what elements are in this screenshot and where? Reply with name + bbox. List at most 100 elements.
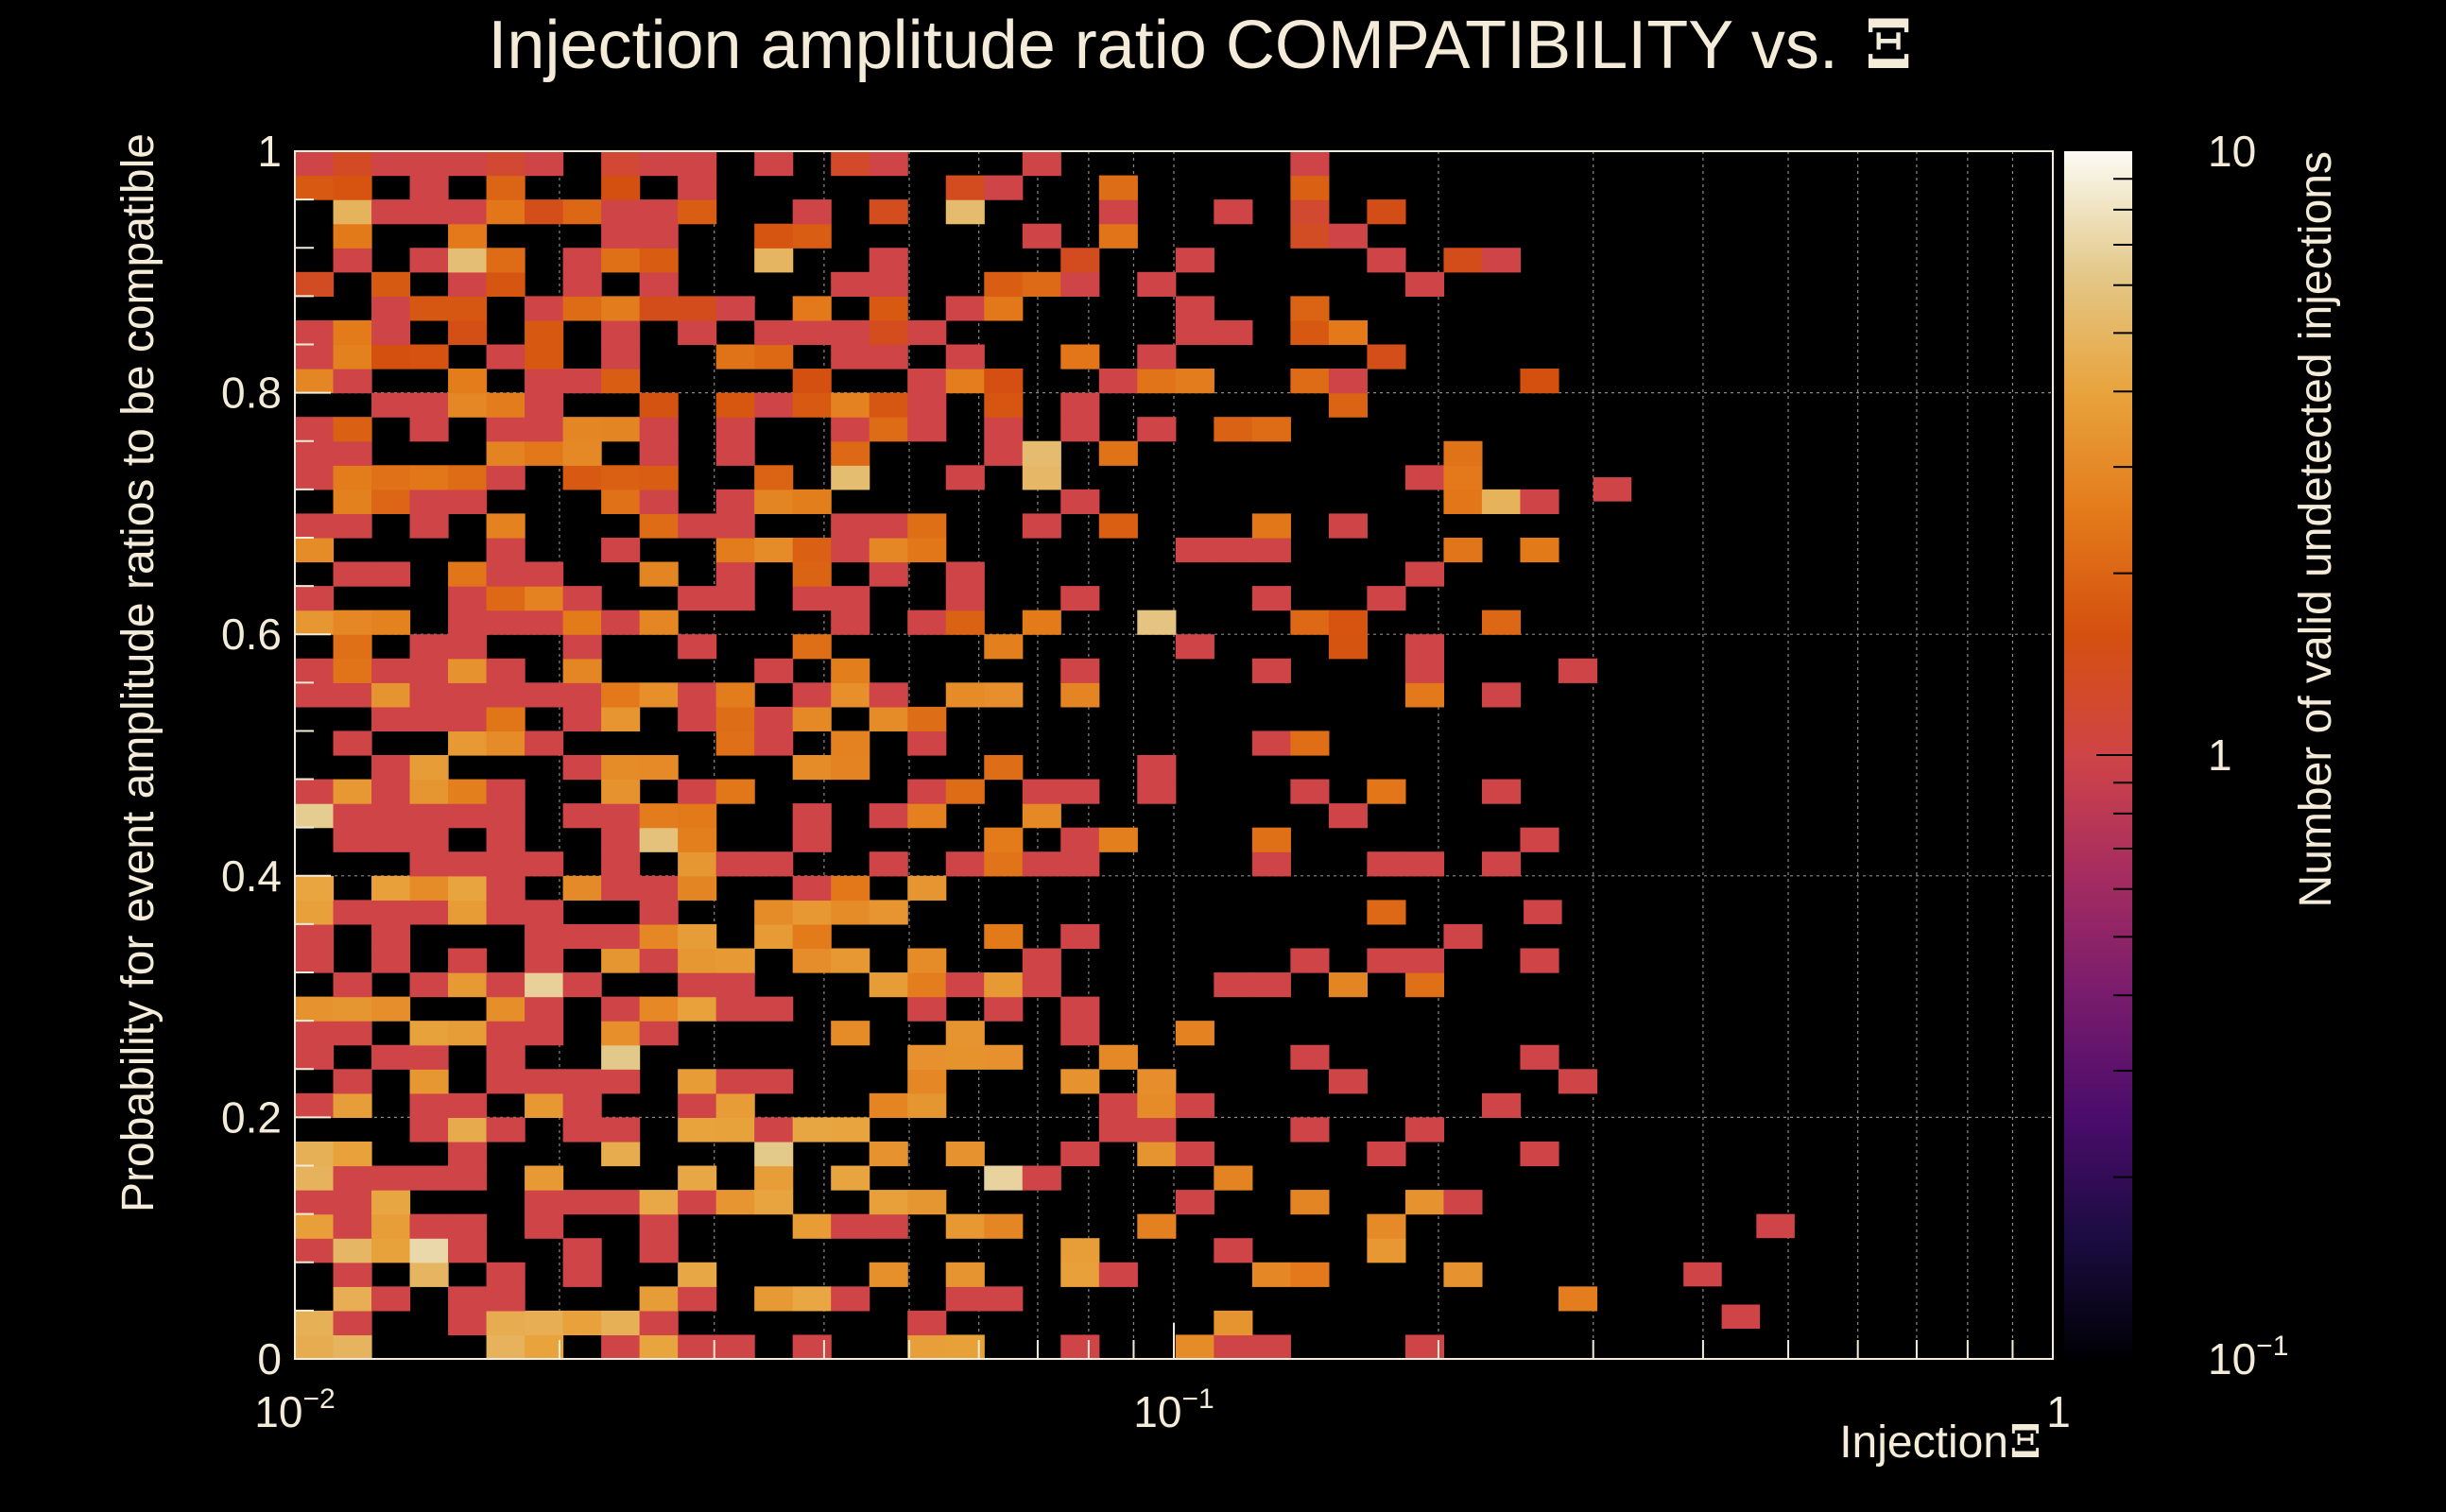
heatmap-cell bbox=[295, 1165, 335, 1191]
heatmap-cell bbox=[486, 972, 525, 998]
heatmap-cell bbox=[715, 513, 755, 539]
heatmap-cell bbox=[409, 972, 449, 998]
heatmap-cell bbox=[869, 1190, 908, 1215]
heatmap-cell bbox=[678, 175, 717, 200]
heatmap-cell bbox=[1060, 1238, 1100, 1263]
heatmap-cell bbox=[907, 1044, 947, 1070]
heatmap-cell bbox=[984, 369, 1024, 394]
heatmap-cell bbox=[945, 175, 985, 200]
heatmap-cell bbox=[639, 1310, 679, 1336]
heatmap-cell bbox=[945, 1213, 985, 1239]
x-tick-label: 1 bbox=[2046, 1387, 2071, 1436]
heatmap-cell bbox=[486, 1021, 525, 1046]
heatmap-cell bbox=[601, 803, 641, 829]
heatmap-cell bbox=[448, 369, 488, 394]
heatmap-cell bbox=[486, 682, 525, 708]
heatmap-cell bbox=[295, 1213, 335, 1239]
x-axis-title: Injection bbox=[1839, 1418, 2008, 1468]
heatmap-cell bbox=[295, 996, 335, 1022]
heatmap-cell bbox=[1137, 1141, 1177, 1167]
heatmap-cell bbox=[1060, 271, 1100, 297]
heatmap-cell bbox=[371, 465, 411, 490]
heatmap-cell bbox=[295, 1238, 335, 1263]
heatmap-cell bbox=[1098, 175, 1138, 200]
heatmap-cell bbox=[984, 440, 1024, 466]
heatmap-cell bbox=[639, 803, 679, 829]
heatmap-cell bbox=[409, 489, 449, 514]
heatmap-cell bbox=[1367, 344, 1406, 369]
heatmap-cell bbox=[678, 634, 717, 660]
heatmap-cell bbox=[715, 561, 755, 587]
heatmap-cell bbox=[295, 1334, 335, 1360]
heatmap-cell bbox=[333, 248, 372, 273]
heatmap-cell bbox=[945, 1044, 985, 1070]
heatmap-cell bbox=[907, 610, 947, 635]
heatmap-cell bbox=[945, 1286, 985, 1312]
heatmap-cell bbox=[333, 223, 372, 249]
heatmap-cell bbox=[333, 369, 372, 394]
heatmap-cell bbox=[1098, 1092, 1138, 1118]
heatmap-cell bbox=[678, 779, 717, 804]
heatmap-cell bbox=[333, 1213, 372, 1239]
heatmap-cell bbox=[448, 296, 488, 321]
heatmap-cell bbox=[486, 1044, 525, 1070]
heatmap-cell bbox=[371, 779, 411, 804]
heatmap-cell bbox=[678, 1092, 717, 1118]
heatmap-cell bbox=[1404, 948, 1445, 973]
heatmap-cell bbox=[333, 199, 372, 225]
heatmap-cell bbox=[869, 151, 908, 177]
heatmap-cell bbox=[525, 199, 564, 225]
heatmap-cell bbox=[907, 319, 947, 346]
heatmap-cell bbox=[448, 223, 488, 249]
heatmap-cell bbox=[1404, 1117, 1445, 1143]
heatmap-cell bbox=[601, 344, 641, 369]
y-axis-title: Probability for event amplitude ratios t… bbox=[113, 133, 164, 1212]
heatmap-cell bbox=[409, 248, 449, 273]
heatmap-cell bbox=[907, 369, 947, 394]
heatmap-cell bbox=[984, 996, 1024, 1022]
heatmap-cell bbox=[448, 972, 488, 998]
heatmap-cell bbox=[1328, 223, 1368, 249]
heatmap-cell bbox=[1328, 513, 1368, 539]
heatmap-cell bbox=[1367, 1141, 1406, 1167]
heatmap-cell bbox=[984, 851, 1024, 877]
heatmap-cell bbox=[754, 1117, 794, 1143]
heatmap-cell bbox=[333, 175, 372, 200]
heatmap-cell bbox=[754, 223, 794, 249]
heatmap-cell bbox=[525, 610, 564, 635]
heatmap-cell bbox=[448, 586, 488, 611]
heatmap-cell bbox=[1175, 296, 1214, 321]
heatmap-cell bbox=[1328, 319, 1368, 346]
heatmap-cell bbox=[295, 465, 335, 490]
heatmap-cell bbox=[1175, 1021, 1214, 1046]
heatmap-cell bbox=[907, 706, 947, 732]
heatmap-cell bbox=[601, 248, 641, 273]
heatmap-cell bbox=[1558, 658, 1598, 683]
heatmap-cell bbox=[333, 1190, 372, 1215]
heatmap-cell bbox=[525, 1069, 564, 1094]
heatmap-cell bbox=[333, 1238, 372, 1263]
heatmap-cell bbox=[601, 1334, 641, 1360]
heatmap-cell bbox=[1443, 465, 1483, 490]
heatmap-cell bbox=[562, 1117, 602, 1143]
heatmap-cell bbox=[945, 344, 985, 369]
heatmap-cell bbox=[409, 706, 449, 732]
heatmap-cell bbox=[562, 875, 602, 901]
heatmap-cell bbox=[792, 755, 832, 781]
heatmap-cell bbox=[1060, 489, 1100, 514]
heatmap-cell bbox=[333, 610, 372, 635]
heatmap-cell bbox=[601, 319, 641, 346]
heatmap-cell bbox=[907, 513, 947, 539]
heatmap-cell bbox=[525, 319, 564, 346]
heatmap-cell bbox=[601, 948, 641, 973]
heatmap-cell bbox=[448, 1286, 488, 1312]
heatmap-cell bbox=[333, 319, 372, 346]
heatmap-cell bbox=[295, 779, 335, 804]
heatmap-cell bbox=[409, 344, 449, 369]
heatmap-cell bbox=[1022, 151, 1061, 177]
heatmap-cell bbox=[984, 296, 1024, 321]
heatmap-cell bbox=[1481, 779, 1522, 804]
heatmap-cell bbox=[562, 682, 602, 708]
heatmap-cell bbox=[486, 1262, 525, 1287]
heatmap-cell bbox=[562, 440, 602, 466]
